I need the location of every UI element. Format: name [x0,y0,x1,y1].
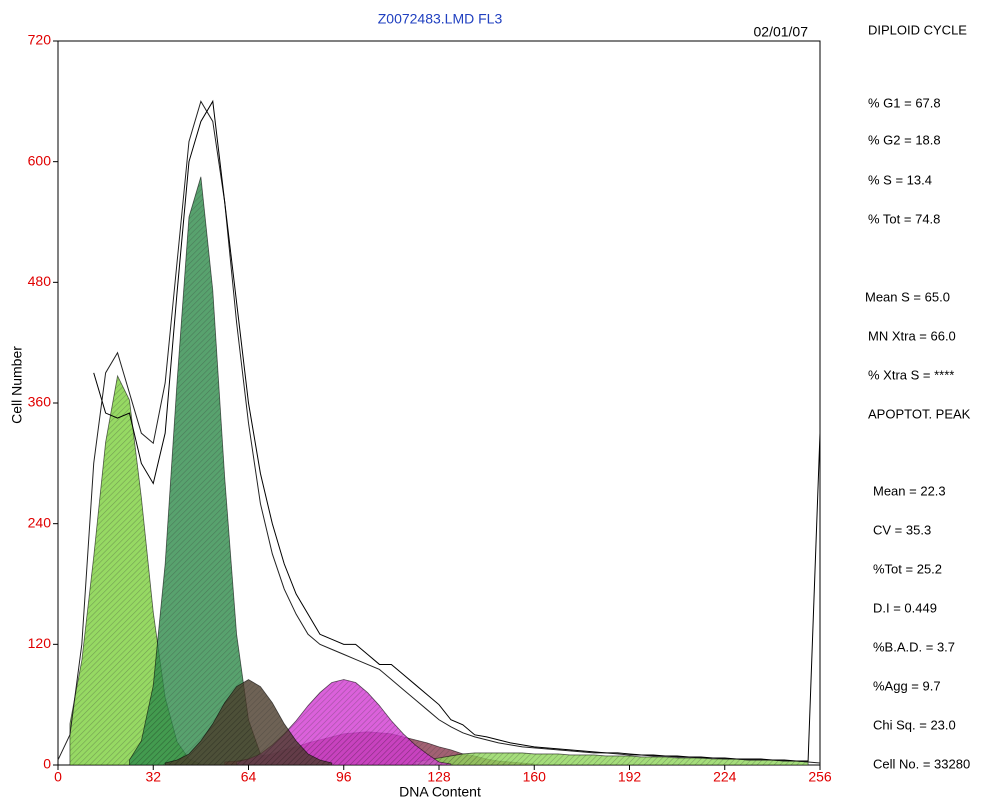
stat-line: Mean S = 65.0 [865,289,950,304]
component-area [164,679,333,766]
stat-line: % S = 13.4 [868,172,932,187]
stat-line: Chi Sq. = 23.0 [873,717,956,732]
y-tick-label: 120 [28,635,52,651]
x-tick-label: 96 [336,769,352,785]
y-tick-label: 720 [28,32,52,48]
x-tick-label: 224 [713,769,737,785]
stat-line: %Tot = 25.2 [873,561,942,576]
histogram-line [93,99,821,762]
stat-line: D.I = 0.449 [873,600,937,615]
stat-line: Mean = 22.3 [873,483,946,498]
stat-line: % G2 = 18.8 [868,132,941,147]
date: 02/01/07 [754,24,809,40]
x-axis-label: DNA Content [399,784,481,800]
stat-line: % Tot = 74.8 [868,211,940,226]
y-tick-label: 480 [28,273,52,289]
x-tick-label: 192 [618,769,642,785]
x-tick-label: 160 [523,769,547,785]
x-tick-label: 256 [808,769,832,785]
stat-line: DIPLOID CYCLE [868,22,967,37]
x-tick-label: 128 [427,769,451,785]
stat-line: %B.A.D. = 3.7 [873,639,955,654]
stat-line: %Agg = 9.7 [873,678,941,693]
stat-line: Cell No. = 33280 [873,756,970,771]
y-axis-label: Cell Number [9,346,25,424]
stat-line: % Xtra S = **** [868,367,954,382]
stat-line: CV = 35.3 [873,522,931,537]
y-tick-label: 0 [43,756,51,772]
chart-title: Z0072483.LMD FL3 [378,11,503,27]
x-tick-label: 0 [54,769,62,785]
y-tick-label: 600 [28,152,52,168]
y-tick-label: 360 [28,394,52,410]
x-tick-label: 32 [145,769,161,785]
y-tick-label: 240 [28,514,52,530]
stat-line: APOPTOT. PEAK [868,406,971,421]
stat-line: % G1 = 67.8 [868,95,941,110]
x-tick-label: 64 [241,769,257,785]
stat-line: MN Xtra = 66.0 [868,328,956,343]
